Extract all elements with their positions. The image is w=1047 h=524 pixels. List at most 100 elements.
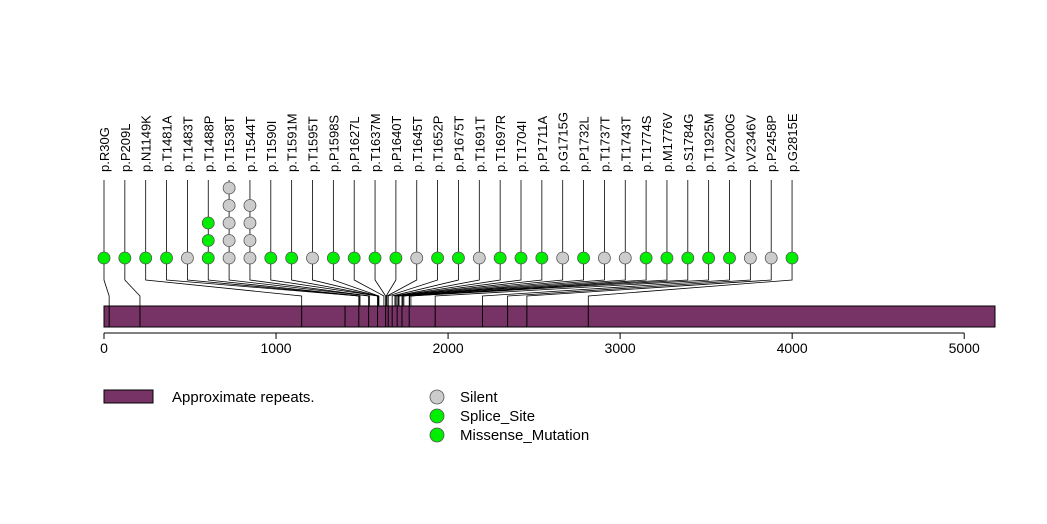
mutation-connector [526,258,772,306]
mutation-label: p.T1691T [472,116,487,172]
mutation-label: p.T1925M [702,113,717,172]
mutation-connector [391,258,459,306]
x-tick-label: 5000 [949,340,980,356]
connector-lines [103,258,793,306]
mutation-head-missense-mutation [389,251,403,265]
mutation-head-missense-mutation [431,251,445,265]
x-tick-label: 3000 [605,340,636,356]
mutation-connector [434,258,710,306]
mutation-label: p.R30G [97,127,112,172]
mutation-connector [507,258,751,306]
mutation-connector [401,258,584,306]
mutation-label: p.P209L [118,124,133,172]
mutation-label: p.S1784G [681,113,696,172]
mutation-head-silent [222,216,236,230]
legend-marker-missense-mutation [429,427,445,443]
mutation-label: p.P1627L [347,116,362,172]
mutation-connector [312,258,379,306]
mutation-label: p.P1640T [389,116,404,172]
mutation-connector [249,258,371,306]
mutation-label: p.P2458P [764,115,779,172]
legend-marker-silent [429,389,445,405]
mutation-head-silent [618,251,632,265]
mutation-label: p.T1595T [306,116,321,172]
mutation-head-missense-mutation [160,251,173,265]
mutation-head-missense-mutation [639,251,653,265]
mutation-connector [374,258,387,306]
mutation-head-silent [222,181,236,195]
mutation-head-missense-mutation [577,251,590,265]
mutation-label: p.M1776V [660,112,675,172]
mutation-head-missense-mutation [514,251,528,265]
mutation-connector [402,258,605,306]
mutation-connector [482,258,730,306]
mutation-label: p.T1590I [264,121,279,172]
mutation-connector [396,258,522,306]
legend: Approximate repeats. Silent Splice_Site Mis… [103,389,589,444]
mutation-label: p.T1488P [201,116,216,172]
mutation-connector [408,258,647,306]
mutation-head-missense-mutation [201,234,215,247]
mutation-label: p.P1711A [535,116,550,172]
mutation-head-missense-mutation [97,251,111,265]
mutation-connector [124,258,141,306]
mutation-head-missense-mutation [681,251,695,265]
mutation-head-missense-mutation [201,251,215,265]
mutation-connector [395,258,501,306]
mutation-label: p.T1743T [618,116,633,172]
mutation-head-silent [410,251,424,265]
mutation-connector [186,258,360,306]
mutation-head-silent [222,234,236,247]
mutation-head-missense-mutation [118,251,132,265]
legend-domain-swatch [103,389,154,404]
mutation-label: p.P1598S [326,115,341,172]
mutation-head-silent [306,251,319,265]
legend-label-silent: Silent [460,389,498,406]
mutation-connector [207,258,361,306]
mutation-head-silent [764,251,778,265]
x-tick-label: 0 [100,340,108,356]
mutation-label: p.T1483T [180,116,195,172]
mutation-label: p.T1704I [514,121,529,172]
mutation-head-missense-mutation [452,251,465,265]
mutation-label: p.T1637M [368,113,383,172]
mutation-label: p.T1737T [597,116,612,172]
lollipop-heads [97,181,799,265]
mutation-head-missense-mutation [264,251,278,265]
mutation-connector [409,258,668,306]
mutation-head-missense-mutation [368,251,382,265]
mutation-head-missense-mutation [139,251,153,265]
mutation-label: p.T1481A [160,115,175,172]
mutation-label: p.N1149K [139,115,154,172]
mutation-label: p.P1675T [451,116,466,172]
mutation-head-missense-mutation [326,251,340,265]
mutation-label: p.P1732L [577,116,592,172]
mutation-head-silent [472,251,486,265]
mutation-label: p.V2200G [723,113,738,172]
mutation-head-missense-mutation [785,251,799,265]
x-tick-label: 1000 [260,340,291,356]
mutation-connector [270,258,378,306]
mutation-label: p.G1715G [556,112,571,172]
legend-marker-splice-site [429,408,445,424]
repeat-domain-bar [103,305,996,328]
mutation-connector [394,258,480,306]
mutation-connector [387,258,439,306]
mutation-label: p.T1652P [431,116,446,172]
mutation-connector [228,258,369,306]
mutation-label: p.V2346V [743,115,758,172]
legend-label-splice-site: Splice_Site [460,408,535,425]
x-axis: 0 1000 2000 3000 4000 5000 [100,332,980,356]
mutation-head-silent [180,251,194,265]
mutation-label: p.T1591M [285,113,300,172]
mutation-connector [291,258,379,306]
mutation-connector [398,258,564,306]
mutation-head-missense-mutation [723,251,736,265]
mutation-connector [145,258,303,306]
mutation-connector [410,258,689,306]
mutation-connector [587,258,793,306]
mutation-head-missense-mutation [285,251,299,265]
mutation-connector [332,258,380,306]
mutation-connector [103,258,110,306]
